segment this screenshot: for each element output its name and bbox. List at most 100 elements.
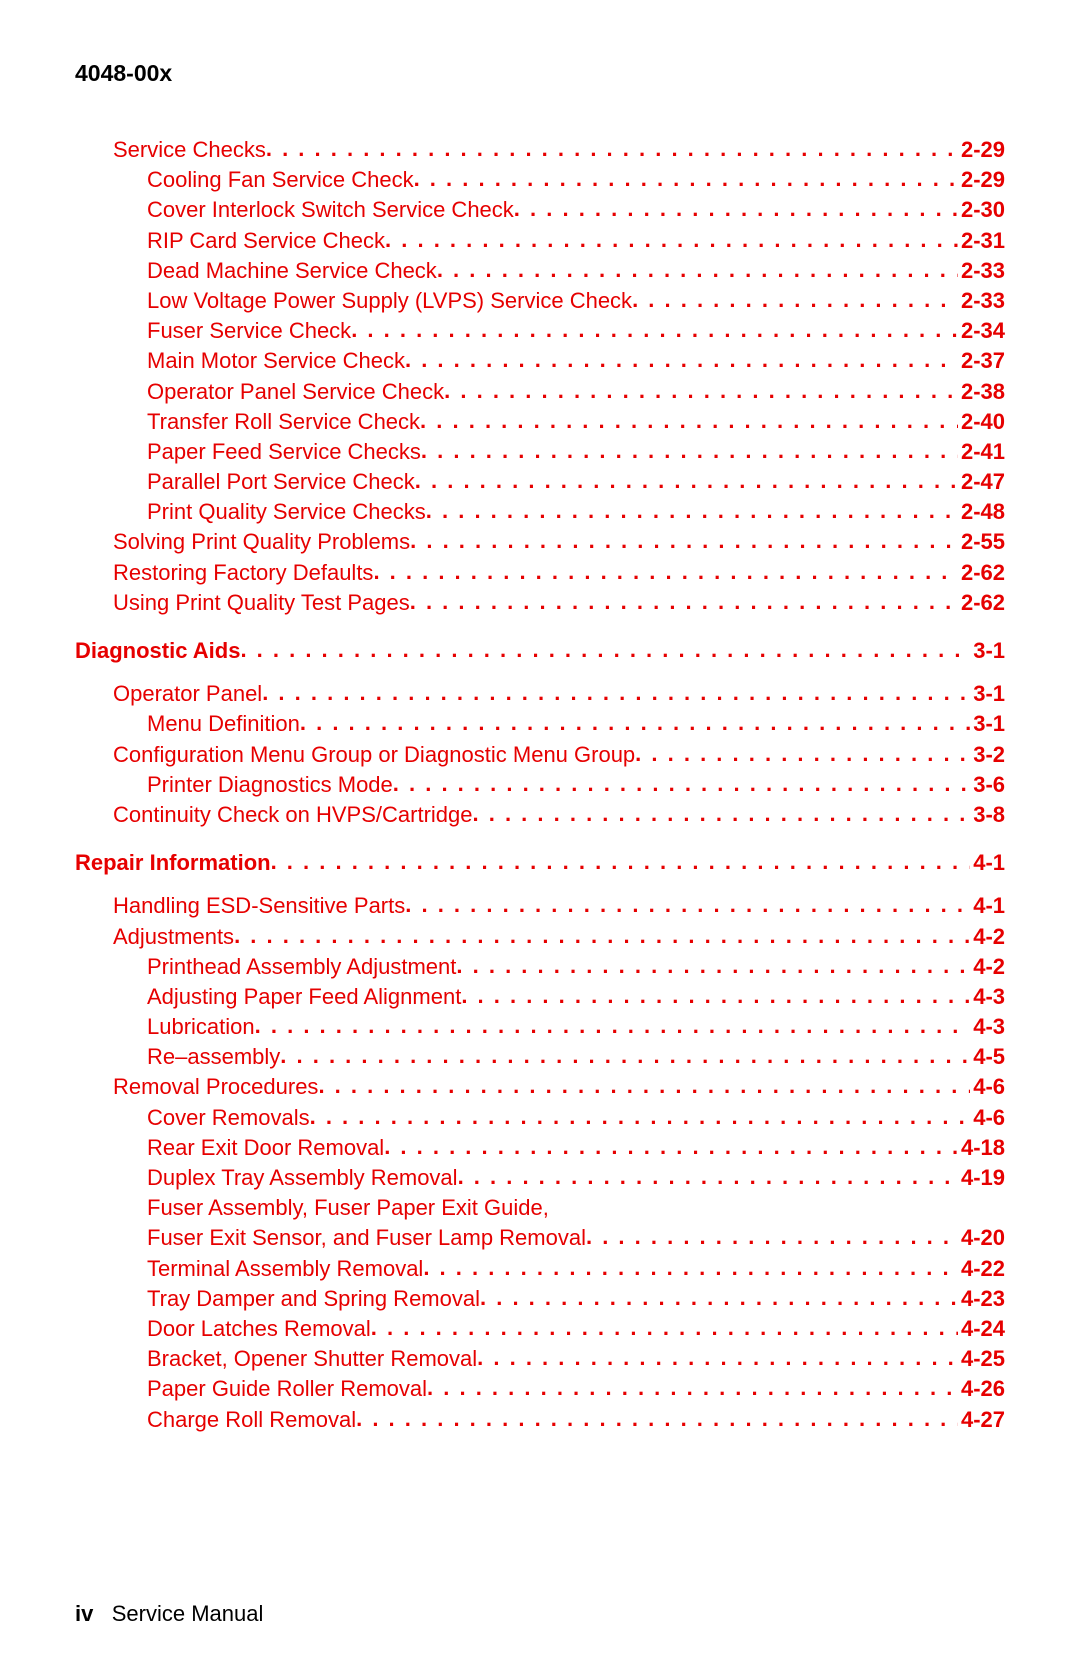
toc-entry[interactable]: Operator Panel 3-1: [75, 679, 1005, 709]
toc-entry[interactable]: Tray Damper and Spring Removal4-23: [75, 1284, 1005, 1314]
toc-entry[interactable]: Adjustments4-2: [75, 922, 1005, 952]
toc-entry-page: 2-55: [958, 527, 1005, 557]
toc-entry-label: Continuity Check on HVPS/Cartridge: [113, 800, 473, 830]
toc-leader-dots: [373, 557, 958, 587]
toc-leader-dots: [384, 1132, 958, 1162]
toc-entry[interactable]: Bracket, Opener Shutter Removal4-25: [75, 1344, 1005, 1374]
toc-leader-dots: [458, 1162, 958, 1192]
toc-entry[interactable]: Cover Removals4-6: [75, 1103, 1005, 1133]
page-number-roman: iv: [75, 1601, 93, 1626]
toc-entry[interactable]: Cooling Fan Service Check2-29: [75, 165, 1005, 195]
toc-entry-label: Solving Print Quality Problems: [113, 527, 410, 557]
toc-entry[interactable]: Operator Panel Service Check2-38: [75, 377, 1005, 407]
toc-entry-label: Fuser Exit Sensor, and Fuser Lamp Remova…: [147, 1223, 586, 1253]
toc-entry-label: Adjusting Paper Feed Alignment: [147, 982, 461, 1012]
toc-entry[interactable]: Continuity Check on HVPS/Cartridge3-8: [75, 800, 1005, 830]
page-footer: iv Service Manual: [75, 1601, 263, 1627]
toc-entry[interactable]: Duplex Tray Assembly Removal4-19: [75, 1163, 1005, 1193]
toc-entry-page: 4-5: [970, 1042, 1005, 1072]
toc-entry[interactable]: Diagnostic Aids3-1: [75, 636, 1005, 666]
toc-entry-page: 4-19: [958, 1163, 1005, 1193]
toc-entry[interactable]: Restoring Factory Defaults2-62: [75, 558, 1005, 588]
toc-entry-label: Cover Removals: [147, 1103, 310, 1133]
toc-entry-label: Cover Interlock Switch Service Check: [147, 195, 514, 225]
toc-leader-dots: [410, 587, 958, 617]
toc-entry-label: Dead Machine Service Check: [147, 256, 437, 286]
toc-leader-dots: [426, 496, 958, 526]
toc-entry-page: 3-1: [970, 709, 1005, 739]
toc-entry[interactable]: Lubrication4-3: [75, 1012, 1005, 1042]
toc-entry-page: 2-48: [958, 497, 1005, 527]
toc-entry[interactable]: Removal Procedures4-6: [75, 1072, 1005, 1102]
toc-entry-label: Terminal Assembly Removal: [147, 1254, 423, 1284]
toc-leader-dots: [437, 255, 958, 285]
toc-leader-dots: [427, 1373, 958, 1403]
toc-entry-label: Tray Damper and Spring Removal: [147, 1284, 480, 1314]
toc-entry[interactable]: Service Checks2-29: [75, 135, 1005, 165]
toc-entry-label: Operator Panel Service Check: [147, 377, 444, 407]
toc-leader-dots: [405, 890, 970, 920]
toc-entry[interactable]: Repair Information4-1: [75, 848, 1005, 878]
toc-entry-page: 4-27: [958, 1405, 1005, 1435]
toc-entry-label: Repair Information: [75, 848, 271, 878]
toc-entry[interactable]: Menu Definition3-1: [75, 709, 1005, 739]
toc-entry[interactable]: Parallel Port Service Check2-47: [75, 467, 1005, 497]
toc-entry[interactable]: Rear Exit Door Removal4-18: [75, 1133, 1005, 1163]
toc-entry-label: Cooling Fan Service Check: [147, 165, 414, 195]
toc-entry[interactable]: Solving Print Quality Problems 2-55: [75, 527, 1005, 557]
toc-entry[interactable]: Handling ESD-Sensitive Parts4-1: [75, 891, 1005, 921]
toc-entry[interactable]: Paper Feed Service Checks2-41: [75, 437, 1005, 467]
toc-entry-label: Print Quality Service Checks: [147, 497, 426, 527]
toc-entry-label: Rear Exit Door Removal: [147, 1133, 384, 1163]
toc-leader-dots: [262, 678, 970, 708]
toc-leader-dots: [461, 981, 970, 1011]
toc-leader-dots: [586, 1222, 958, 1252]
toc-entry[interactable]: Main Motor Service Check2-37: [75, 346, 1005, 376]
toc-entry-label: Operator Panel: [113, 679, 262, 709]
toc-leader-dots: [514, 194, 958, 224]
toc-entry[interactable]: Adjusting Paper Feed Alignment4-3: [75, 982, 1005, 1012]
toc-entry[interactable]: Fuser Service Check2-34: [75, 316, 1005, 346]
toc-entry[interactable]: Cover Interlock Switch Service Check2-30: [75, 195, 1005, 225]
toc-entry[interactable]: Dead Machine Service Check2-33: [75, 256, 1005, 286]
footer-doc-title-text: Service Manual: [112, 1601, 264, 1626]
toc-leader-dots: [310, 1102, 971, 1132]
toc-entry-page: 2-31: [958, 226, 1005, 256]
toc-entry-label: Handling ESD-Sensitive Parts: [113, 891, 405, 921]
table-of-contents: Service Checks2-29Cooling Fan Service Ch…: [75, 135, 1005, 1434]
toc-leader-dots: [632, 285, 958, 315]
toc-entry[interactable]: Paper Guide Roller Removal4-26: [75, 1374, 1005, 1404]
toc-entry-label: Paper Feed Service Checks: [147, 437, 421, 467]
toc-leader-dots: [421, 436, 958, 466]
toc-leader-dots: [234, 921, 970, 951]
toc-entry[interactable]: Fuser Assembly, Fuser Paper Exit Guide,: [75, 1193, 1005, 1223]
toc-entry-label: Printer Diagnostics Mode: [147, 770, 393, 800]
toc-entry-page: 2-47: [958, 467, 1005, 497]
toc-entry[interactable]: Configuration Menu Group or Diagnostic M…: [75, 740, 1005, 770]
toc-leader-dots: [420, 406, 958, 436]
toc-entry-page: 2-62: [958, 558, 1005, 588]
toc-leader-dots: [266, 134, 958, 164]
toc-leader-dots: [635, 739, 970, 769]
toc-entry[interactable]: Using Print Quality Test Pages2-62: [75, 588, 1005, 618]
toc-entry[interactable]: Transfer Roll Service Check2-40: [75, 407, 1005, 437]
toc-leader-dots: [255, 1011, 971, 1041]
toc-entry-label: Service Checks: [113, 135, 266, 165]
toc-entry[interactable]: Low Voltage Power Supply (LVPS) Service …: [75, 286, 1005, 316]
toc-entry[interactable]: Print Quality Service Checks 2-48: [75, 497, 1005, 527]
toc-entry-label: Bracket, Opener Shutter Removal: [147, 1344, 477, 1374]
toc-entry-label: Fuser Assembly, Fuser Paper Exit Guide,: [147, 1193, 549, 1223]
toc-entry-label: Adjustments: [113, 922, 234, 952]
toc-entry[interactable]: Re–assembly4-5: [75, 1042, 1005, 1072]
toc-entry[interactable]: RIP Card Service Check2-31: [75, 226, 1005, 256]
toc-entry[interactable]: Printhead Assembly Adjustment4-2: [75, 952, 1005, 982]
toc-leader-dots: [415, 466, 958, 496]
toc-entry-page: 3-1: [970, 679, 1005, 709]
toc-entry-label: Transfer Roll Service Check: [147, 407, 420, 437]
toc-entry[interactable]: Fuser Exit Sensor, and Fuser Lamp Remova…: [75, 1223, 1005, 1253]
toc-entry[interactable]: Terminal Assembly Removal4-22: [75, 1254, 1005, 1284]
toc-leader-dots: [477, 1343, 958, 1373]
toc-entry[interactable]: Door Latches Removal4-24: [75, 1314, 1005, 1344]
toc-entry[interactable]: Charge Roll Removal4-27: [75, 1405, 1005, 1435]
toc-entry[interactable]: Printer Diagnostics Mode3-6: [75, 770, 1005, 800]
